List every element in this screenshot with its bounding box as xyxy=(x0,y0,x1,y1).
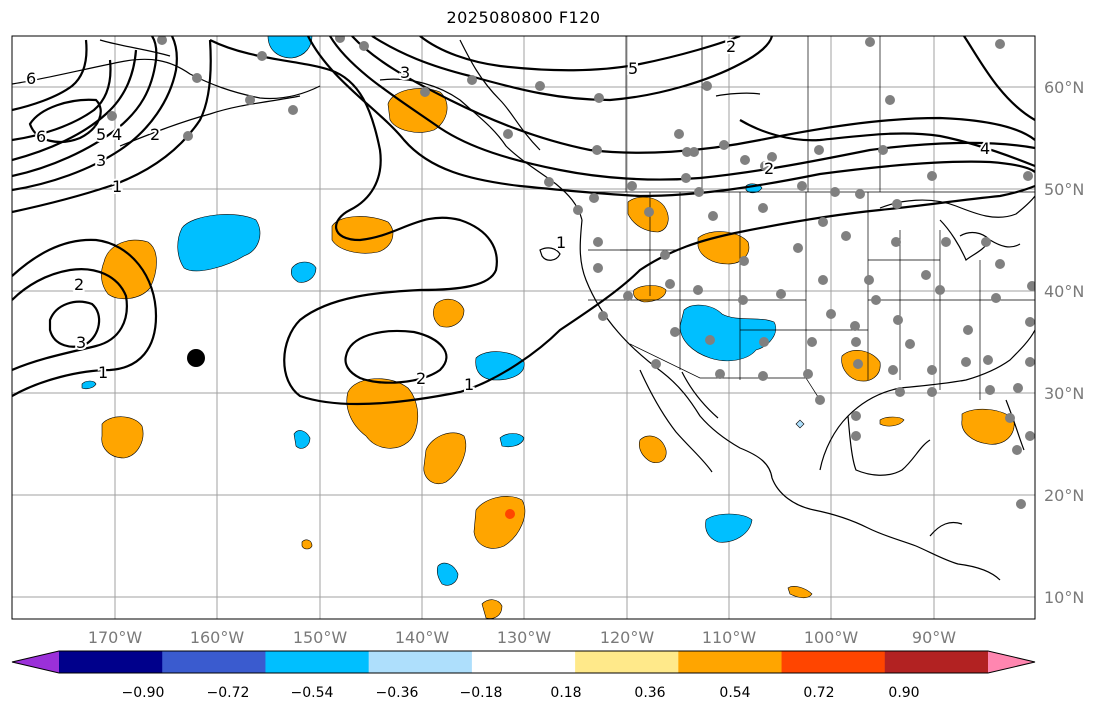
contour-label: 3 xyxy=(96,151,106,170)
latitude-axis: 60°N 50°N 40°N 30°N 20°N 10°N xyxy=(1044,78,1084,607)
colorbar-tick-label: 0.90 xyxy=(888,685,919,701)
lon-label: 150°W xyxy=(293,628,348,647)
contour-label: 1 xyxy=(464,375,474,394)
colorbar-segment xyxy=(781,651,886,673)
contour-label: 2 xyxy=(74,275,84,294)
lat-label: 50°N xyxy=(1044,180,1084,199)
contour-label: 3 xyxy=(400,63,410,82)
contour-labels: 6 6 5 4 3 2 1 2 3 1 2 1 5 3 2 4 1 2 xyxy=(24,35,992,396)
map-title: 2025080800 F120 xyxy=(446,8,601,27)
lon-label: 170°W xyxy=(88,628,143,647)
lon-label: 90°W xyxy=(912,628,956,647)
colorbar-tick-label: −0.54 xyxy=(291,685,334,701)
lon-label: 120°W xyxy=(600,628,655,647)
contour-label: 6 xyxy=(26,69,36,88)
contour-label: 5 xyxy=(96,125,106,144)
colorbar-segment xyxy=(471,651,576,673)
lon-label: 140°W xyxy=(395,628,450,647)
colorbar-segment xyxy=(884,651,989,673)
colorbar-tick-label: −0.18 xyxy=(460,685,503,701)
lat-label: 40°N xyxy=(1044,282,1084,301)
contour-label: 6 xyxy=(36,127,46,146)
lon-label: 130°W xyxy=(497,628,552,647)
colorbar-segment xyxy=(678,651,783,673)
colorbar-tick-label: 0.18 xyxy=(550,685,581,701)
longitude-axis: 170°W 160°W 150°W 140°W 130°W 120°W 110°… xyxy=(88,628,956,647)
lat-label: 30°N xyxy=(1044,384,1084,403)
contour-label: 4 xyxy=(112,125,122,144)
lat-label: 60°N xyxy=(1044,78,1084,97)
colorbar-segment xyxy=(162,651,266,673)
lon-label: 100°W xyxy=(804,628,859,647)
colorbar-tick-label: −0.90 xyxy=(122,685,165,701)
lat-label: 10°N xyxy=(1044,588,1084,607)
contour-label: 1 xyxy=(98,363,108,382)
contour-label: 2 xyxy=(764,159,774,178)
colorbar-extend-min xyxy=(12,651,59,673)
anomaly-shading xyxy=(81,36,1015,619)
contour-label: 1 xyxy=(112,177,122,196)
colorbar-tick-label: −0.36 xyxy=(376,685,419,701)
contour-label: 4 xyxy=(980,139,990,158)
colorbar xyxy=(11,650,1036,674)
contour-lines xyxy=(12,36,1035,406)
colorbar-segment xyxy=(265,651,370,673)
colorbar-ticks: −0.90 −0.72 −0.54 −0.36 −0.18 0.18 0.36 … xyxy=(122,685,920,701)
colorbar-tick-label: −0.72 xyxy=(207,685,250,701)
colorbar-segment xyxy=(575,651,679,673)
political-borders xyxy=(580,36,1035,401)
colorbar-tick-label: 0.36 xyxy=(634,685,665,701)
contour-label: 5 xyxy=(628,59,638,78)
contour-label: 2 xyxy=(150,125,160,144)
contour-label: 3 xyxy=(76,333,86,352)
colorbar-tick-label: 0.54 xyxy=(719,685,750,701)
lon-label: 110°W xyxy=(702,628,757,647)
colorbar-segment xyxy=(368,651,473,673)
colorbar-segment xyxy=(59,651,163,673)
coastlines xyxy=(12,39,1035,581)
colorbar-outline xyxy=(11,650,1036,674)
location-marker xyxy=(187,349,205,367)
lat-label: 20°N xyxy=(1044,486,1084,505)
station-dots xyxy=(107,36,1035,509)
contour-label: 2 xyxy=(416,369,426,388)
lon-label: 160°W xyxy=(190,628,245,647)
contour-label: 2 xyxy=(726,37,736,56)
contour-label: 1 xyxy=(556,233,566,252)
colorbar-tick-label: 0.72 xyxy=(803,685,834,701)
map-frame xyxy=(11,35,1036,620)
colorbar-extend-max xyxy=(988,651,1035,673)
